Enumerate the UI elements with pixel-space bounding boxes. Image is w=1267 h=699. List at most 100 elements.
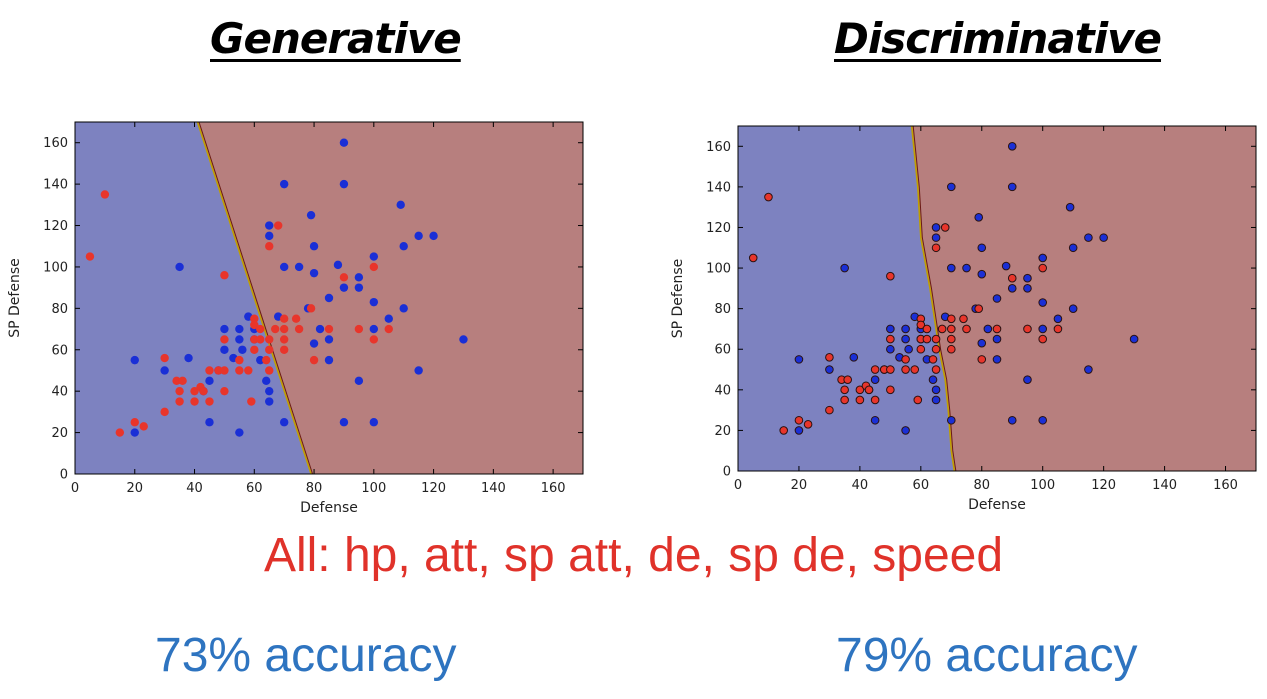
disc-point-class2: [959, 314, 968, 324]
gen-point-class2: [199, 386, 208, 396]
disc-point-class1: [946, 263, 956, 273]
gen-point-class1: [309, 339, 319, 348]
gen-point-class2: [274, 221, 283, 230]
disc-point-class2: [779, 426, 789, 435]
gen-point-class1: [265, 231, 274, 241]
y-tick-label: 120: [706, 221, 731, 236]
gen-point-class2: [214, 366, 223, 375]
gen-point-class2: [291, 314, 301, 323]
y-tick-label: 80: [51, 302, 68, 317]
gen-point-class2: [262, 355, 271, 365]
gen-point-class2: [279, 314, 289, 323]
gen-point-class1: [205, 418, 214, 427]
disc-point-class1: [1038, 324, 1048, 334]
plot-frame: [74, 121, 584, 475]
disc-point-class1: [1099, 233, 1108, 242]
gen-point-class2: [190, 386, 199, 396]
disc-point-class1: [901, 334, 910, 344]
gen-point-class1: [306, 210, 316, 220]
y-tick-label: 160: [706, 140, 731, 155]
x-tick-label: 60: [246, 481, 263, 496]
x-tick-label: 120: [1091, 478, 1116, 493]
disc-point-class1: [946, 415, 956, 425]
gen-point-class2: [279, 335, 289, 344]
gen-point-class2: [369, 262, 379, 272]
gen-point-class1: [279, 262, 289, 272]
y-tick-label: 140: [706, 180, 731, 195]
generative-scatter-chart: 0 20 40 60 80 100 120 140 160 0 20 40 60 80 100 120 140 1…: [7, 121, 584, 516]
disc-point-class2: [992, 324, 1002, 334]
gen-point-class1: [354, 283, 364, 292]
disc-point-class2: [901, 365, 910, 374]
y-tick-label: 0: [723, 465, 731, 480]
disc-point-class2: [855, 385, 865, 395]
y-tick-label: 120: [43, 219, 68, 234]
disc-point-class1: [931, 223, 941, 232]
gen-point-class1: [265, 386, 274, 396]
gen-point-class2: [160, 407, 169, 417]
disc-point-class2: [1007, 273, 1017, 283]
x-tick-label: 60: [913, 478, 930, 493]
disc-point-class1: [1007, 182, 1017, 192]
gen-point-class1: [205, 376, 214, 386]
disc-point-class1: [974, 213, 984, 222]
x-tick-label: 40: [852, 478, 869, 493]
gen-point-class2: [250, 314, 259, 323]
x-tick-label: 160: [541, 481, 566, 496]
gen-point-class2: [256, 324, 265, 334]
x-tick-label: 140: [481, 481, 506, 496]
x-tick-label: 100: [361, 481, 386, 496]
disc-point-class2: [864, 385, 874, 395]
gen-point-class2: [235, 366, 244, 375]
generative-accuracy: 73% accuracy: [155, 629, 457, 682]
discriminative-scatter-chart: 0 20 40 60 80 100 120 140 160 0 20 40 60 80 100 120 140 1…: [670, 125, 1257, 513]
disc-point-class2: [928, 355, 938, 364]
gen-point-class1: [414, 231, 423, 241]
disc-point-class1: [1038, 253, 1048, 263]
disc-point-class2: [886, 334, 895, 344]
disc-point-class2: [922, 334, 932, 344]
disc-point-class1: [1038, 415, 1048, 425]
disc-point-class2: [913, 395, 923, 405]
disc-point-class2: [870, 365, 880, 374]
x-tick-label: 20: [791, 478, 808, 493]
disc-point-class1: [1023, 375, 1032, 384]
disc-point-class1: [825, 365, 834, 374]
generative-title: Generative: [210, 14, 462, 63]
disc-point-class2: [840, 385, 849, 395]
gen-point-class1: [130, 428, 139, 437]
gen-point-class2: [175, 386, 184, 396]
disc-point-class2: [886, 271, 895, 281]
gen-point-class2: [265, 242, 274, 251]
disc-point-class2: [916, 320, 926, 330]
y-tick-label: 20: [51, 426, 68, 441]
discriminative-accuracy: 79% accuracy: [836, 629, 1138, 682]
disc-point-class1: [1068, 243, 1078, 253]
disc-point-class1: [849, 353, 859, 362]
gen-point-class1: [354, 273, 364, 282]
y-tick-label: 60: [714, 343, 731, 358]
gen-point-class1: [309, 242, 319, 251]
disc-point-class2: [946, 334, 956, 344]
disc-point-class1: [992, 294, 1002, 303]
y-tick-label: 0: [60, 468, 68, 483]
disc-point-class2: [922, 324, 932, 334]
x-tick-label: 80: [973, 478, 990, 493]
gen-point-class2: [384, 324, 393, 334]
disc-point-class2: [886, 365, 895, 374]
x-tick-label: 40: [186, 481, 203, 496]
discriminative-title: Discriminative: [834, 14, 1162, 63]
disc-point-class1: [1053, 314, 1063, 324]
gen-point-class1: [339, 418, 349, 427]
disc-point-class1: [840, 263, 849, 273]
gen-point-class2: [279, 345, 289, 354]
disc-point-class2: [937, 324, 947, 334]
disc-point-class2: [916, 344, 926, 354]
gen-point-class2: [265, 345, 274, 354]
disc-point-class1: [870, 375, 880, 384]
gen-point-class2: [247, 397, 256, 406]
y-tick-label: 60: [51, 343, 68, 358]
gen-point-class2: [160, 353, 169, 363]
y-tick-label: 40: [714, 383, 731, 398]
disc-point-class2: [931, 344, 941, 354]
